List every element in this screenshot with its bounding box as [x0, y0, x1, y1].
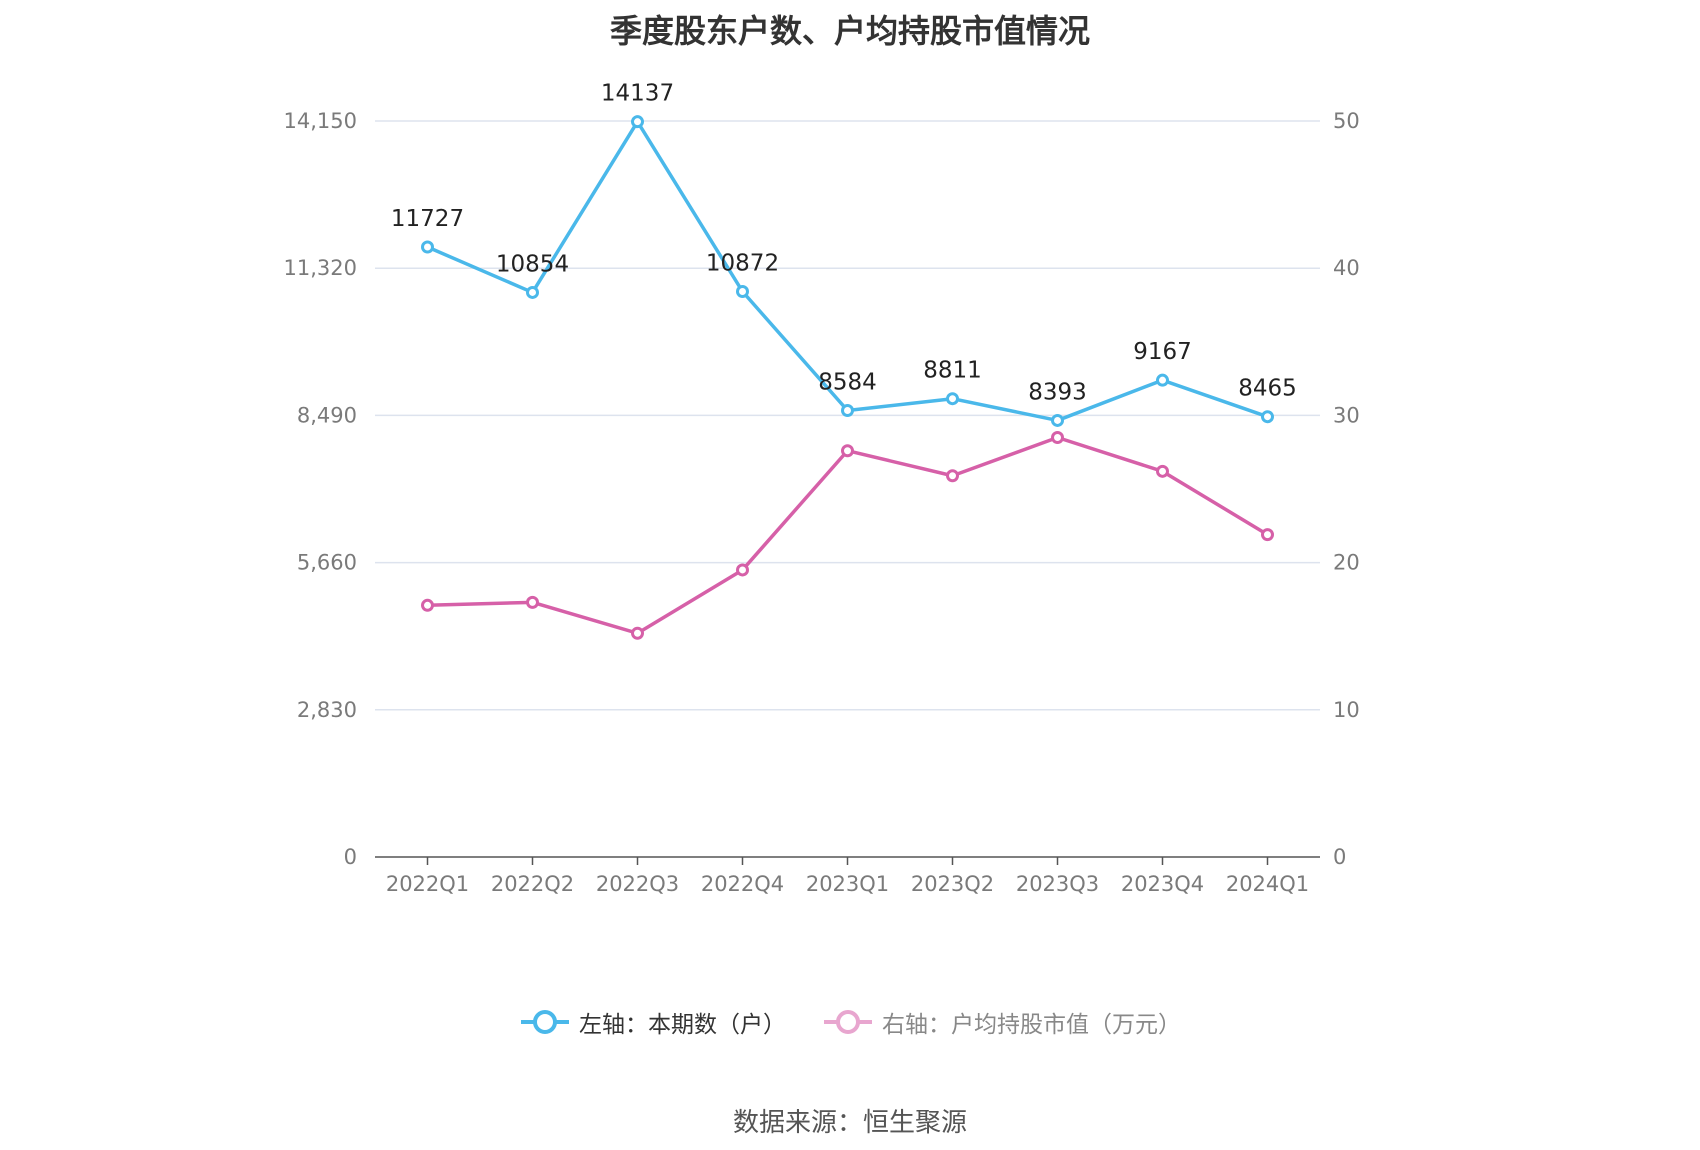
x-tick-label: 2022Q3 [596, 872, 679, 896]
data-point [1156, 373, 1169, 387]
y-left-tick-label: 5,660 [297, 551, 357, 575]
data-point [1261, 528, 1274, 542]
y-left-tick-label: 14,150 [284, 109, 357, 133]
legend-avg-value-icon [824, 1010, 872, 1034]
data-point [526, 285, 539, 299]
legend: 左轴：本期数（户） 右轴：户均持股市值（万元） [0, 1005, 1700, 1039]
data-point [631, 115, 644, 129]
data-point [526, 595, 539, 609]
x-tick-label: 2024Q1 [1226, 872, 1309, 896]
data-label: 8393 [1028, 379, 1087, 405]
data-label: 9167 [1133, 339, 1192, 365]
chart-title: 季度股东户数、户均持股市值情况 [609, 12, 1090, 50]
legend-item-households[interactable]: 左轴：本期数（户） [519, 1005, 786, 1039]
data-point [631, 626, 644, 640]
data-point [1051, 430, 1064, 444]
y-left-tick-label: 11,320 [284, 256, 357, 280]
x-tick-label: 2023Q2 [911, 872, 994, 896]
data-label: 11727 [391, 206, 464, 232]
y-left-tick-label: 8,490 [297, 403, 357, 427]
legend-households-label: 左轴：本期数（户） [579, 1012, 786, 1038]
source-note: 数据来源：恒生聚源 [732, 1108, 967, 1138]
y-right-tick-label: 20 [1333, 551, 1360, 575]
data-point [421, 240, 434, 254]
data-point [946, 469, 959, 483]
data-label: 8584 [818, 370, 877, 396]
y-right-tick-label: 10 [1333, 698, 1360, 722]
data-point [736, 285, 749, 299]
y-left-tick-label: 0 [344, 845, 357, 869]
data-point [841, 404, 854, 418]
data-label: 10872 [706, 251, 779, 277]
x-tick-label: 2022Q2 [491, 872, 574, 896]
y-right-tick-label: 30 [1333, 403, 1360, 427]
data-point [421, 598, 434, 612]
legend-households-icon [521, 1010, 569, 1034]
data-point [1156, 464, 1169, 478]
data-point [946, 392, 959, 406]
y-right-tick-label: 50 [1333, 109, 1360, 133]
series-line-1 [427, 435, 1269, 636]
data-point [1261, 410, 1274, 424]
data-label: 14137 [601, 81, 674, 107]
data-label: 8811 [923, 358, 982, 384]
x-tick-label: 2023Q3 [1016, 872, 1099, 896]
x-tick-label: 2023Q4 [1121, 872, 1204, 896]
data-label: 8465 [1238, 376, 1297, 402]
x-tick-label: 2023Q1 [806, 872, 889, 896]
x-tick-label: 2022Q1 [386, 872, 469, 896]
y-right-tick-label: 0 [1333, 845, 1346, 869]
legend-item-avg-value[interactable]: 右轴：户均持股市值（万元） [822, 1005, 1181, 1039]
x-tick-label: 2022Q4 [701, 872, 784, 896]
data-point [841, 444, 854, 458]
y-right-tick-label: 40 [1333, 256, 1360, 280]
y-left-tick-label: 2,830 [297, 698, 357, 722]
data-point [736, 563, 749, 577]
data-label: 10854 [496, 251, 569, 277]
legend-avg-value-label: 右轴：户均持股市值（万元） [882, 1012, 1181, 1038]
data-point [1051, 413, 1064, 427]
